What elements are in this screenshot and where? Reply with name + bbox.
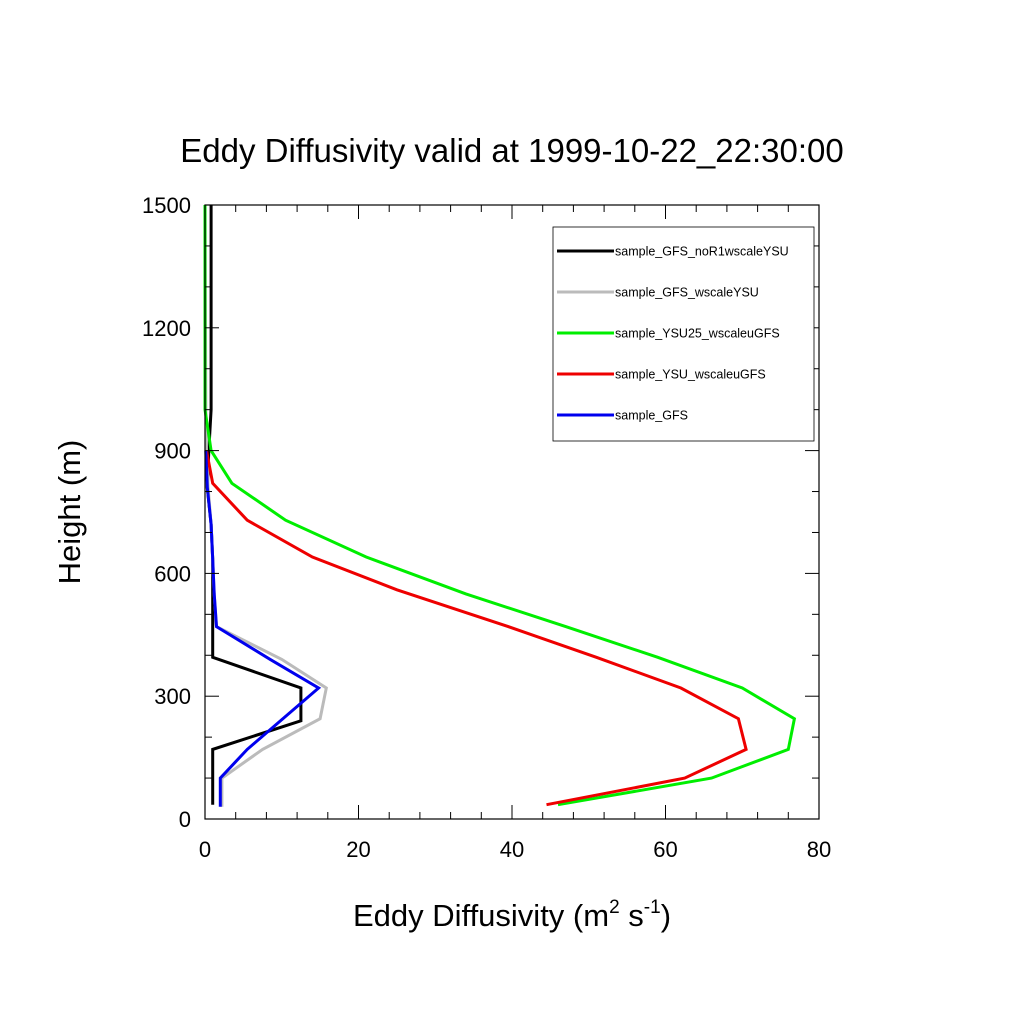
- x-tick-label: 40: [500, 837, 524, 862]
- y-tick-label: 1200: [142, 316, 191, 341]
- series-line-4: [205, 450, 748, 807]
- legend-label-2: sample_GFS_wscaleYSU: [615, 286, 759, 300]
- legend-label-3: sample_YSU25_wscaleuGFS: [615, 327, 780, 341]
- series-line-3: [203, 205, 797, 807]
- series-line-5: [204, 450, 322, 807]
- chart-title: Eddy Diffusivity valid at 1999-10-22_22:…: [180, 132, 843, 169]
- y-tick-label: 600: [154, 561, 191, 586]
- legend: sample_GFS_noR1wscaleYSU sample_GFS_wscal…: [552, 226, 815, 442]
- x-axis-label: Eddy Diffusivity (m2 s-1): [353, 897, 671, 933]
- legend-label-5: sample_GFS: [615, 409, 688, 423]
- x-tick-label: 0: [199, 837, 211, 862]
- ticks-layer: 0 20 40 60 80 0 300 600 900 1200 1500: [142, 193, 831, 862]
- y-tick-label: 900: [154, 439, 191, 464]
- y-tick-label: 300: [154, 684, 191, 709]
- x-tick-label: 60: [653, 837, 677, 862]
- x-tick-label: 20: [346, 837, 370, 862]
- legend-label-1: sample_GFS_noR1wscaleYSU: [615, 245, 789, 259]
- legend-label-4: sample_YSU_wscaleuGFS: [615, 368, 766, 382]
- y-tick-label: 1500: [142, 193, 191, 218]
- y-tick-label: 0: [179, 807, 191, 832]
- x-tick-label: 80: [807, 837, 831, 862]
- y-axis-label: Height (m): [52, 440, 87, 585]
